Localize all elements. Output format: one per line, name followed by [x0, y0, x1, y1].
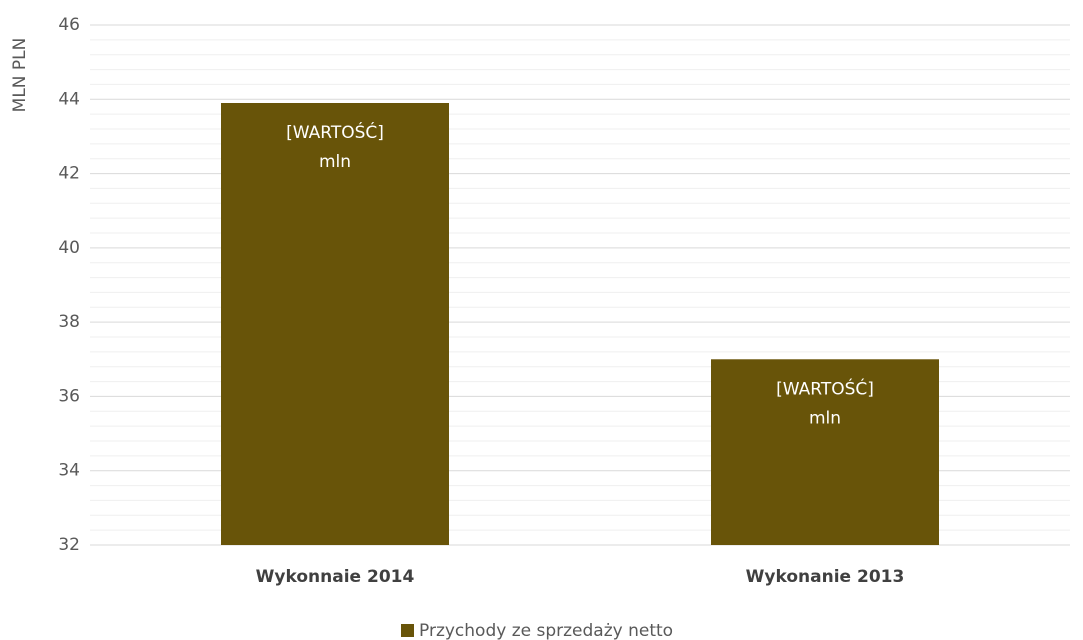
- bar: [221, 103, 449, 545]
- y-axis-title: MLN PLN: [10, 38, 30, 113]
- y-tick-label: 40: [58, 238, 80, 258]
- legend-swatch: [401, 624, 414, 637]
- data-label: [WARTOŚĆ]: [286, 121, 384, 143]
- y-tick-label: 44: [58, 89, 80, 109]
- y-tick-label: 34: [58, 461, 80, 481]
- x-tick-label: Wykonanie 2013: [746, 567, 905, 587]
- y-tick-label: 36: [58, 386, 80, 406]
- bar: [711, 359, 939, 545]
- y-tick-label: 38: [58, 312, 80, 332]
- data-label: mln: [319, 152, 351, 172]
- x-tick-label: Wykonnaie 2014: [256, 567, 415, 587]
- legend-label: Przychody ze sprzedaży netto: [419, 621, 673, 640]
- data-label: [WARTOŚĆ]: [776, 377, 874, 399]
- y-tick-label: 46: [58, 15, 80, 35]
- y-tick-label: 42: [58, 164, 80, 184]
- data-label: mln: [809, 408, 841, 428]
- y-tick-label: 32: [58, 535, 80, 555]
